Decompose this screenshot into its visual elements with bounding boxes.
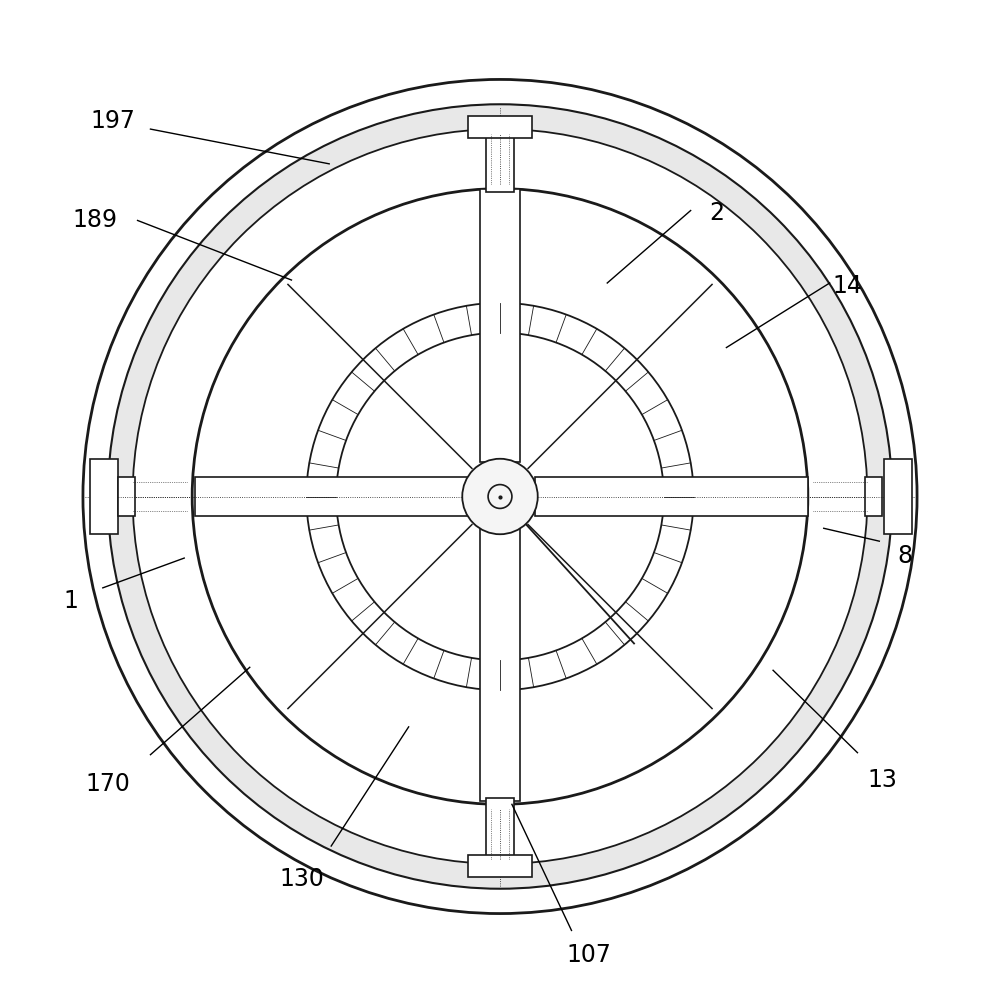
Circle shape bbox=[462, 459, 538, 534]
Bar bbox=[468, 855, 532, 877]
Bar bbox=[480, 528, 520, 801]
Bar bbox=[90, 459, 118, 534]
Text: 107: 107 bbox=[567, 943, 612, 967]
Bar bbox=[118, 477, 135, 516]
Text: 189: 189 bbox=[72, 209, 117, 232]
Text: 14: 14 bbox=[833, 274, 862, 298]
Bar bbox=[884, 459, 912, 534]
Text: 197: 197 bbox=[90, 109, 135, 133]
Text: 8: 8 bbox=[898, 544, 913, 568]
Bar bbox=[480, 189, 520, 462]
Bar bbox=[486, 798, 514, 861]
Text: 2: 2 bbox=[709, 202, 724, 225]
Text: 130: 130 bbox=[279, 867, 324, 891]
Bar bbox=[486, 129, 514, 192]
Bar bbox=[195, 477, 468, 516]
Text: 1: 1 bbox=[64, 589, 78, 613]
Text: 170: 170 bbox=[85, 773, 130, 796]
Text: 13: 13 bbox=[867, 768, 897, 791]
Bar bbox=[865, 477, 882, 516]
Bar bbox=[535, 477, 808, 516]
Bar bbox=[468, 116, 532, 138]
